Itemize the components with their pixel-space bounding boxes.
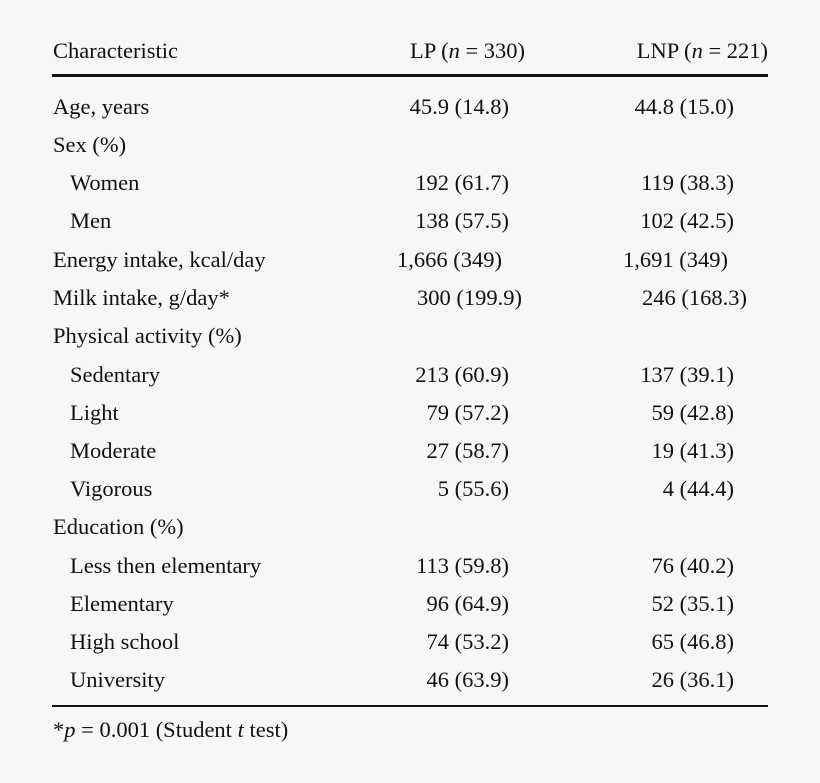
row-lnp-value: 59 (42.8) [651, 400, 735, 425]
header-lp-suffix: = 330) [459, 38, 525, 63]
header-lnp-suffix: = 221) [702, 38, 768, 63]
footer-rule [52, 705, 768, 707]
footnote-end: test) [243, 717, 289, 742]
row-label: Physical activity (%) [53, 323, 242, 348]
row-lnp-value: 4 (44.4) [662, 476, 734, 501]
header-lp-n: n [448, 38, 460, 63]
row-label: Sex (%) [53, 132, 127, 157]
row-lp-value: 213 (60.9) [415, 362, 509, 387]
footnote-star: * [53, 717, 65, 742]
row-lnp-value: 44.8 (15.0) [634, 94, 734, 119]
header-rule [52, 74, 768, 77]
row-label: Education (%) [53, 514, 184, 539]
row-label: Sedentary [70, 362, 160, 387]
row-lp-value: 27 (58.7) [426, 438, 510, 463]
row-lp-value: 79 (57.2) [426, 400, 510, 425]
footnote: *p = 0.001 (Student t test) [53, 717, 289, 742]
row-lnp-value: 76 (40.2) [651, 553, 735, 578]
row-lp-value: 45.9 (14.8) [409, 94, 509, 119]
row-lp-value: 74 (53.2) [426, 629, 510, 654]
row-label: Light [70, 400, 119, 425]
footnote-t: t [237, 717, 244, 742]
footnote-p: p [64, 717, 76, 742]
row-lnp-value: 19 (41.3) [651, 438, 735, 463]
row-label: Vigorous [70, 476, 153, 501]
row-label: Age, years [53, 94, 150, 119]
row-label: Milk intake, g/day* [53, 285, 230, 310]
row-label: Elementary [70, 591, 174, 616]
row-lp-value: 5 (55.6) [437, 476, 509, 501]
row-label: Energy intake, kcal/day [53, 247, 266, 272]
row-label: Women [70, 170, 140, 195]
row-lp-value: 113 (59.8) [416, 553, 509, 578]
row-label: University [70, 667, 165, 692]
row-label: High school [70, 629, 180, 654]
row-lnp-value: 102 (42.5) [640, 208, 734, 233]
row-lp-value: 138 (57.5) [415, 208, 509, 233]
row-lp-value: 300 (199.9) [417, 285, 522, 310]
row-lnp-value: 26 (36.1) [651, 667, 735, 692]
row-lp-value: 46 (63.9) [426, 667, 510, 692]
row-lnp-value: 65 (46.8) [651, 629, 735, 654]
row-lnp-value: 246 (168.3) [642, 285, 747, 310]
header-lnp-n: n [691, 38, 703, 63]
header-lp-prefix: LP ( [410, 38, 449, 63]
row-lp-value: 192 (61.7) [415, 170, 509, 195]
row-label: Moderate [70, 438, 157, 463]
row-lp-value: 1,666 (349) [397, 247, 502, 272]
row-lnp-value: 137 (39.1) [640, 362, 734, 387]
row-lp-value: 96 (64.9) [426, 591, 510, 616]
header-lnp-prefix: LNP ( [636, 38, 692, 63]
row-label: Less then elementary [70, 553, 262, 578]
row-label: Men [70, 208, 112, 233]
footnote-middle: = 0.001 (Student [75, 717, 238, 742]
header-lp: LP (n = 330) [410, 38, 525, 63]
row-lnp-value: 1,691 (349) [623, 247, 728, 272]
row-lnp-value: 119 (38.3) [641, 170, 734, 195]
header-characteristic: Characteristic [53, 38, 178, 63]
header-lnp: LNP (n = 221) [636, 38, 768, 63]
row-lnp-value: 52 (35.1) [651, 591, 735, 616]
